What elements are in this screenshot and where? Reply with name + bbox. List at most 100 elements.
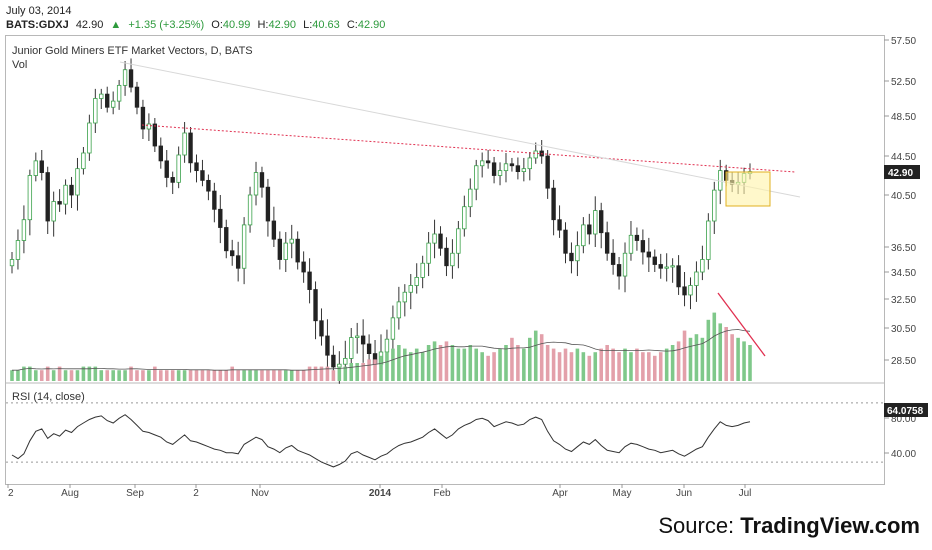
chart-frame[interactable]	[5, 35, 885, 485]
candle-up	[116, 84, 122, 102]
candle-up	[575, 245, 580, 262]
volume-bar	[700, 337, 705, 381]
candle-down	[164, 160, 169, 178]
time-tick-label: Apr	[552, 488, 568, 499]
volume-bar	[164, 370, 169, 381]
volume-bar	[34, 370, 38, 381]
candle-up	[337, 363, 342, 368]
candle-up	[664, 266, 669, 269]
candle-up	[450, 252, 455, 267]
candle-down	[200, 170, 205, 181]
symbol-label[interactable]: BATS:GDXJ	[6, 19, 69, 31]
open-label: O:	[211, 19, 223, 31]
volume-bar	[474, 348, 479, 381]
candle-down	[640, 240, 646, 253]
volume-bar	[129, 366, 133, 381]
candle-down	[188, 132, 193, 164]
volume-bar	[629, 352, 633, 381]
volume-bar	[301, 370, 306, 381]
volume-bar	[569, 352, 574, 381]
candle-down	[515, 165, 521, 172]
volume-bar	[75, 370, 80, 381]
candle-down	[313, 289, 318, 322]
candle-down	[331, 354, 336, 368]
price-tick-label: 36.50	[891, 243, 916, 254]
rsi-last-tag-label: 64.0758	[887, 406, 924, 417]
volume-bar	[28, 366, 32, 381]
volume-bar	[230, 366, 234, 381]
candle-down	[509, 163, 515, 167]
candle-up	[146, 123, 152, 130]
volume-bar	[331, 370, 336, 381]
candle-down	[569, 252, 574, 262]
candle-down	[587, 224, 592, 235]
volume-bar	[39, 370, 44, 381]
volume-bar	[87, 366, 92, 381]
volume-bar	[236, 370, 240, 381]
candle-up	[99, 93, 104, 99]
volume-trendline	[717, 292, 766, 357]
candle-down	[128, 69, 134, 88]
candle-down	[646, 251, 652, 258]
candle-up	[122, 69, 128, 86]
high-label: H:	[257, 19, 269, 31]
candle-up	[622, 252, 628, 277]
candle-down	[360, 335, 366, 345]
price-tick-label: 28.50	[891, 356, 916, 367]
secondary-trendline	[119, 61, 801, 198]
volume-bar	[641, 352, 645, 381]
candle-down	[652, 256, 657, 265]
volume-bar	[283, 370, 288, 381]
volume-bar	[176, 370, 181, 381]
volume-bar	[718, 323, 723, 381]
candle-down	[45, 172, 50, 222]
volume-bar	[516, 345, 520, 381]
time-tick-label: Sep	[126, 488, 144, 499]
candle-up	[718, 170, 723, 191]
volume-bar	[664, 348, 669, 381]
volume-bar	[69, 370, 74, 381]
last-price-tag	[884, 165, 920, 179]
volume-bar	[486, 355, 490, 381]
volume-bar	[575, 348, 580, 381]
volume-bar	[414, 348, 419, 381]
candle-down	[634, 234, 640, 241]
candle-up	[396, 301, 402, 319]
candle-up	[110, 100, 116, 108]
volume-bar	[379, 355, 383, 381]
resistance-trendline	[141, 124, 796, 173]
last-price-tag-label: 42.90	[888, 168, 913, 179]
time-tick-label: 2	[8, 488, 14, 499]
candle-up	[468, 188, 473, 208]
volume-bar	[22, 366, 26, 381]
price-tick-label: 44.50	[891, 152, 916, 163]
candle-down	[366, 343, 372, 355]
candle-down	[616, 264, 622, 277]
volume-bar	[599, 348, 603, 381]
candle-up	[349, 337, 354, 359]
candle-up	[176, 154, 181, 183]
volume-bar	[123, 370, 127, 381]
time-tick-label: 2	[193, 488, 199, 499]
candle-down	[610, 252, 616, 265]
volume-bar	[349, 363, 354, 381]
volume-bar	[647, 352, 651, 381]
volume-bar	[462, 348, 467, 381]
volume-bar	[748, 345, 752, 381]
volume-bar	[456, 348, 461, 381]
volume-bar	[617, 352, 621, 381]
candle-down	[224, 227, 229, 252]
candle-up	[479, 160, 485, 167]
volume-bar	[278, 370, 282, 381]
candle-up	[503, 163, 509, 172]
candle-up	[253, 172, 259, 196]
volume-bar	[242, 370, 246, 381]
price-tick-label: 30.50	[891, 324, 916, 335]
candle-down	[277, 238, 283, 260]
candle-up	[27, 175, 33, 221]
candle-down	[152, 123, 158, 147]
rsi-tick-label: 40.00	[891, 449, 916, 460]
time-tick-label: Jun	[676, 488, 692, 499]
candle-up	[33, 160, 38, 176]
